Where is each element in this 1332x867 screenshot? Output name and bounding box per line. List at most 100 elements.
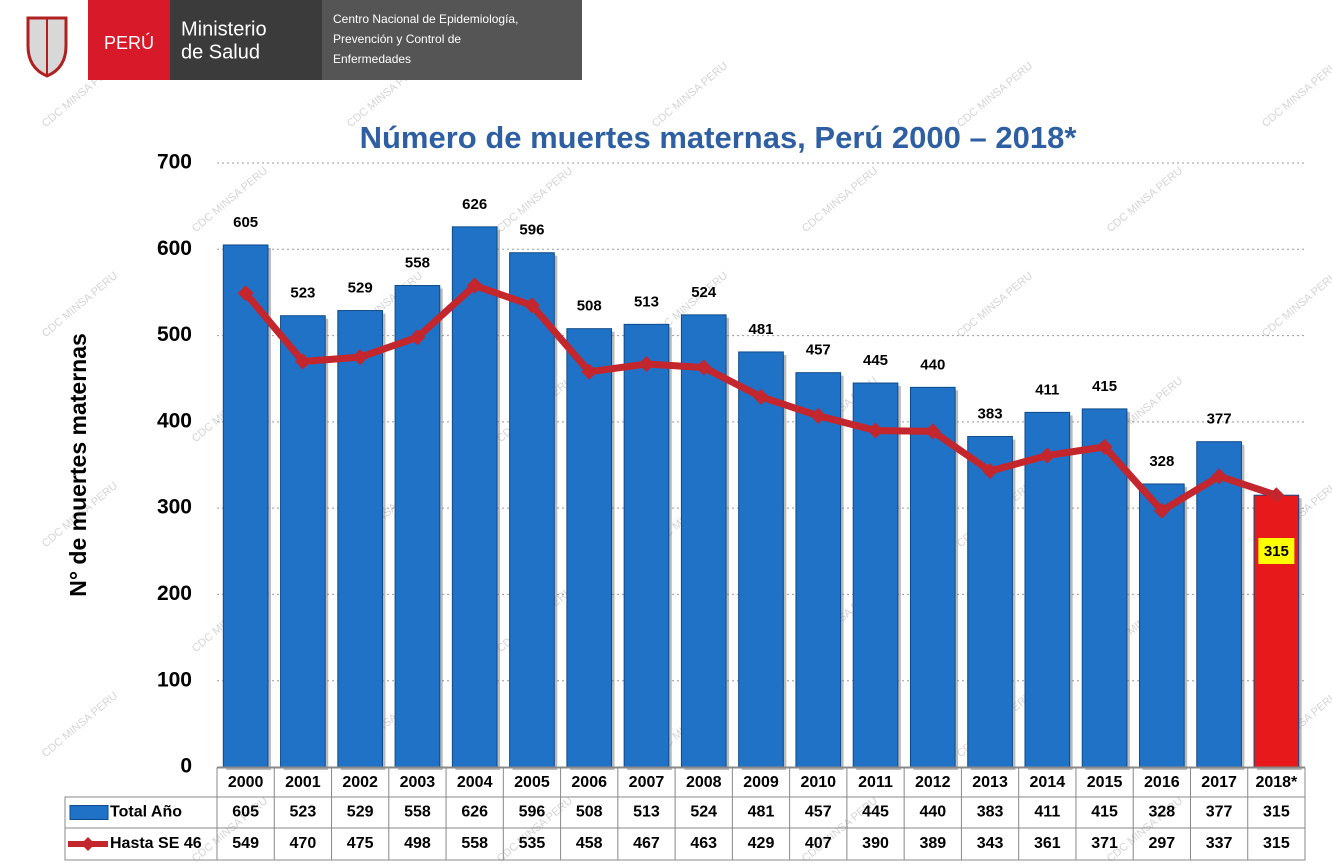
bar	[1139, 483, 1185, 768]
y-tick-label: 200	[157, 582, 192, 605]
data-label: 523	[290, 285, 315, 302]
table-value: 549	[232, 835, 259, 852]
y-tick-label: 100	[157, 668, 192, 691]
legend-label: Hasta SE 46	[110, 835, 202, 852]
data-label: 445	[863, 352, 888, 369]
y-axis-label: N° de muertes maternas	[65, 333, 91, 597]
country: PERÚ	[104, 32, 154, 53]
table-value: 407	[805, 835, 832, 852]
data-label: 411	[1035, 381, 1059, 398]
table-value: 361	[1034, 835, 1061, 852]
data-label: 457	[806, 342, 831, 359]
line-marker	[924, 423, 941, 440]
table-value: 377	[1206, 804, 1233, 821]
data-label: 558	[405, 254, 430, 271]
bar	[509, 252, 555, 768]
table-value: 467	[633, 835, 660, 852]
bar	[623, 323, 670, 768]
center-line: Prevención y Control de	[333, 32, 461, 46]
data-label: 328	[1149, 453, 1174, 470]
data-label: 626	[462, 196, 487, 213]
x-tick-label: 2008	[686, 774, 722, 791]
table-value: 535	[519, 835, 546, 852]
y-tick-label: 300	[157, 496, 192, 519]
x-tick-label: 2006	[571, 774, 607, 791]
table-value: 558	[461, 835, 488, 852]
x-tick-label: 2014	[1030, 774, 1066, 791]
x-tick-label: 2016	[1144, 774, 1180, 791]
line-marker	[810, 407, 827, 424]
legend-label: Total Año	[110, 804, 182, 821]
x-tick-label: 2018*	[1255, 774, 1298, 791]
line-marker	[352, 349, 369, 366]
bar	[394, 285, 441, 768]
table-value: 605	[232, 804, 259, 821]
x-tick-label: 2010	[800, 774, 836, 791]
table-value: 440	[919, 804, 946, 821]
center-line: Enfermedades	[333, 52, 411, 66]
table-value: 508	[576, 804, 603, 821]
data-label-box	[1258, 538, 1295, 564]
line-marker	[1153, 502, 1170, 519]
table-value: 524	[690, 804, 717, 821]
line-marker	[695, 359, 712, 376]
bar	[967, 436, 1013, 768]
x-tick-label: 2003	[400, 774, 436, 791]
table-value: 523	[290, 804, 317, 821]
table-value: 475	[347, 835, 374, 852]
y-tick-label: 0	[180, 755, 192, 778]
line-marker	[237, 285, 254, 302]
header: PERÚ Ministerio de Salud Centro Nacional…	[26, 0, 582, 80]
table-value: 337	[1206, 835, 1233, 852]
bar	[909, 386, 956, 768]
table-value: 457	[805, 804, 832, 821]
bar	[1253, 494, 1300, 768]
table-value: 498	[404, 835, 431, 852]
bar	[1196, 441, 1242, 768]
table-value: 470	[290, 835, 317, 852]
table-value: 481	[748, 804, 775, 821]
x-tick-label: 2015	[1087, 774, 1123, 791]
table-value: 315	[1263, 835, 1290, 852]
data-label: 415	[1092, 378, 1117, 395]
table-value: 371	[1091, 835, 1118, 852]
table-value: 415	[1091, 804, 1118, 821]
bar	[280, 315, 326, 768]
x-tick-label: 2005	[514, 774, 550, 791]
x-tick-label: 2001	[285, 774, 321, 791]
center-box	[322, 0, 582, 80]
x-tick-label: 2013	[972, 774, 1008, 791]
x-tick-label: 2004	[457, 774, 493, 791]
table-value: 463	[690, 835, 717, 852]
bar	[1024, 411, 1071, 768]
ministry-line: de Salud	[181, 41, 260, 63]
country-box	[88, 0, 170, 80]
data-label: 508	[577, 298, 602, 315]
data-label: 524	[691, 284, 717, 301]
x-tick-label: 2002	[342, 774, 378, 791]
table-value: 445	[862, 804, 889, 821]
bar	[795, 372, 842, 768]
table-value: 429	[748, 835, 775, 852]
table-value: 458	[576, 835, 603, 852]
data-label: 440	[920, 356, 945, 373]
table-value: 297	[1148, 835, 1175, 852]
table-value: 328	[1148, 804, 1175, 821]
x-tick-label: 2009	[743, 774, 779, 791]
line-marker	[523, 297, 540, 314]
bar	[337, 310, 383, 768]
ministry-box	[170, 0, 322, 80]
data-label: 377	[1207, 411, 1232, 428]
line-marker	[466, 277, 483, 294]
line-marker	[1039, 447, 1056, 464]
table-value: 411	[1034, 804, 1060, 821]
chart-title: Número de muertes maternas, Perú 2000 – …	[360, 120, 1078, 155]
bar	[222, 244, 269, 768]
x-tick-label: 2012	[915, 774, 951, 791]
table-value: 383	[977, 804, 1004, 821]
center-line: Centro Nacional de Epidemiología,	[333, 12, 518, 26]
data-label: 605	[233, 214, 258, 231]
line-marker	[1096, 438, 1113, 455]
line-marker	[581, 363, 598, 380]
